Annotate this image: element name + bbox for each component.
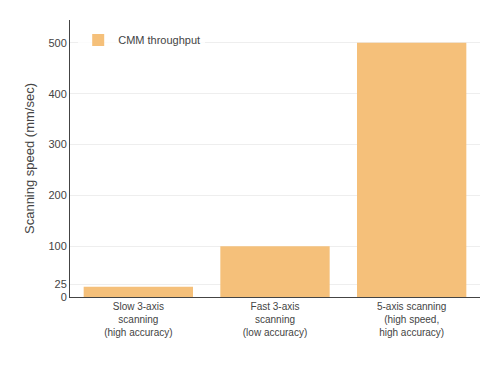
svg-text:300: 300 xyxy=(48,138,66,150)
svg-text:100: 100 xyxy=(48,240,66,252)
svg-text:Scanning speed (mm/sec): Scanning speed (mm/sec) xyxy=(22,83,37,234)
svg-text:Slow 3-axisscanning(high accur: Slow 3-axisscanning(high accuracy) xyxy=(104,301,172,338)
svg-text:25: 25 xyxy=(55,278,67,290)
svg-text:CMM throughput: CMM throughput xyxy=(118,34,200,46)
svg-text:0: 0 xyxy=(61,291,67,303)
svg-text:5-axis scanning(high speed,hig: 5-axis scanning(high speed,high accuracy… xyxy=(377,301,446,338)
svg-text:400: 400 xyxy=(48,88,66,100)
svg-text:200: 200 xyxy=(48,189,66,201)
svg-text:Fast 3-axisscanning(low accura: Fast 3-axisscanning(low accuracy) xyxy=(243,301,307,338)
svg-text:500: 500 xyxy=(48,37,66,49)
